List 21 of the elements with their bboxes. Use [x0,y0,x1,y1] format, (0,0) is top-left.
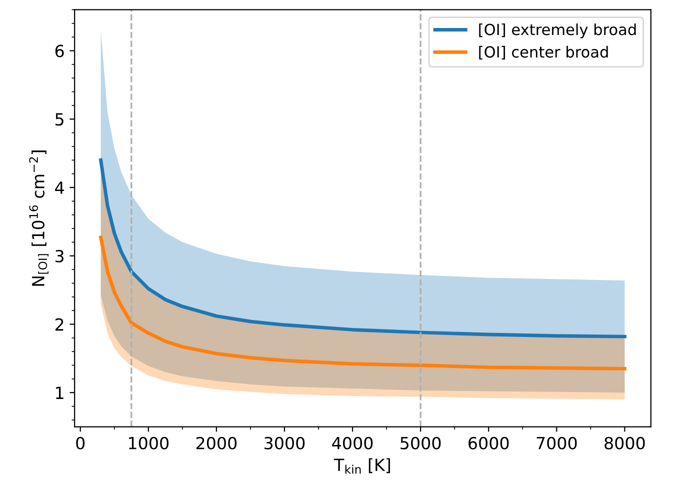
line-series [99,158,626,338]
legend-label: [OI] center broad [479,46,608,60]
x-tick-label: 8000 [604,436,645,450]
y-tick-label: 3 [56,250,64,262]
y-tick-label: 4 [55,182,64,194]
x-tick-label: 3000 [264,436,305,450]
y-tick-label: 5 [56,113,64,126]
x-tick-label: 6000 [468,436,509,450]
y-tick-label: 6 [55,44,64,58]
x-tick-label: 0 [76,436,85,450]
x-tick-label: 5000 [400,436,441,450]
x-tick-label: 7000 [536,436,577,450]
x-tick-label: 1000 [129,436,169,450]
x-tick-label: 4000 [332,436,373,450]
y-axis-title: N$_{[OI]}$ [10$^{16}$ cm$^{−2}$] [29,150,49,286]
x-tick-label: 2000 [196,436,237,450]
legend-label: [OI] extremely broad [479,23,636,38]
y-tick-label: 1 [56,386,64,399]
y-tick-label: 2 [55,318,64,331]
x-axis-title: T$_{kin}$ [K] [334,458,390,474]
line-series [99,236,626,370]
